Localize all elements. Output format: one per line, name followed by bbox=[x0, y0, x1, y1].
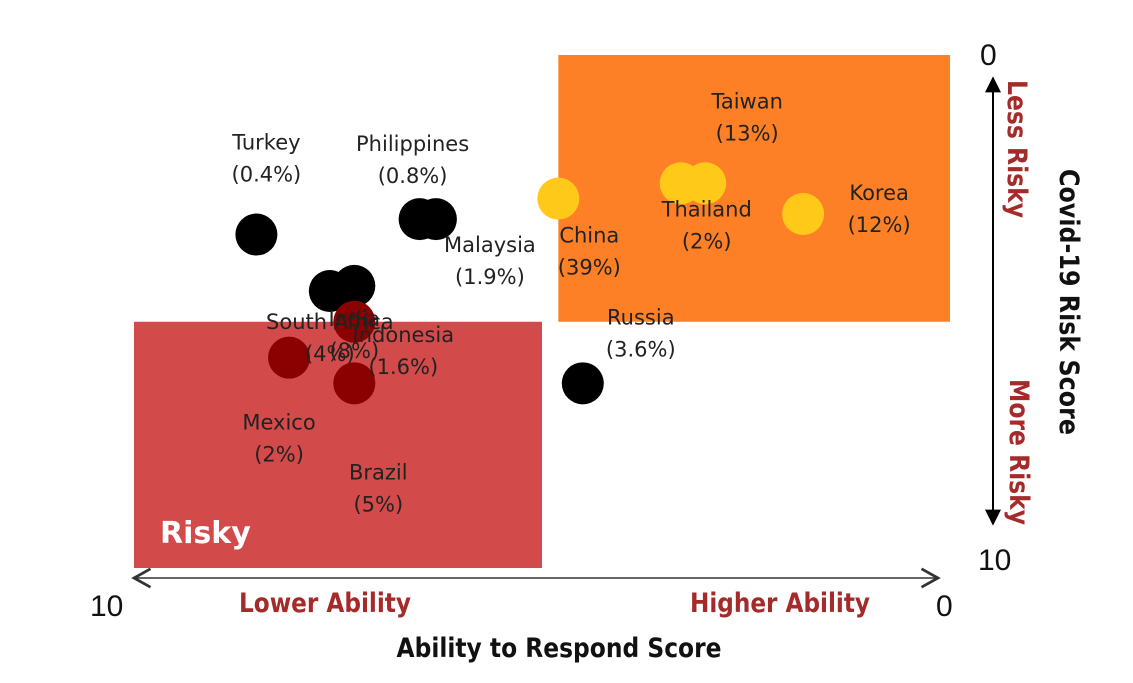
label-russia-name: Russia bbox=[607, 305, 675, 329]
label-mexico-share: (2%) bbox=[254, 443, 304, 467]
label-brazil-name: Brazil bbox=[349, 460, 408, 484]
label-taiwan-name: Taiwan bbox=[710, 89, 782, 113]
point-indonesia bbox=[333, 300, 376, 343]
x-tick-right: 0 bbox=[936, 590, 953, 623]
zones-layer: Risky bbox=[134, 55, 950, 568]
label-south-africa-share: (4%) bbox=[305, 342, 355, 366]
zone-0 bbox=[558, 55, 950, 322]
label-china-share: (39%) bbox=[558, 256, 621, 280]
y-tick-bottom: 10 bbox=[978, 544, 1011, 577]
label-mexico-name: Mexico bbox=[242, 411, 315, 435]
point-russia bbox=[561, 362, 604, 405]
point-brazil bbox=[333, 362, 376, 405]
x-high-label: Higher Ability bbox=[690, 588, 870, 619]
x-low-label: Lower Ability bbox=[239, 588, 411, 619]
zone-label-risky: Risky bbox=[160, 516, 251, 551]
point-china bbox=[537, 177, 580, 220]
point-india bbox=[333, 264, 376, 307]
y-low-label: Less Risky bbox=[1001, 80, 1032, 218]
point-taiwan bbox=[684, 162, 727, 205]
label-thailand-share: (2%) bbox=[682, 229, 732, 253]
label-turkey-name: Turkey bbox=[231, 131, 300, 155]
label-brazil-share: (5%) bbox=[353, 492, 403, 516]
label-russia-share: (3.6%) bbox=[606, 337, 676, 361]
label-philippines-share: (0.8%) bbox=[378, 164, 448, 188]
label-india-share: (8%) bbox=[329, 339, 379, 363]
label-indonesia-name: Indonesia bbox=[353, 323, 455, 347]
x-tick-left: 10 bbox=[90, 590, 123, 623]
label-malaysia-share: (1.9%) bbox=[455, 265, 525, 289]
labels-layer: Turkey (0.4%) Philippines (0.8%) South Afric… bbox=[231, 89, 910, 516]
points-layer bbox=[235, 162, 825, 405]
x-axis-title: Ability to Respond Score bbox=[397, 633, 722, 664]
y-tick-top: 0 bbox=[980, 39, 997, 72]
point-mexico bbox=[268, 336, 311, 379]
label-malaysia-name: Malaysia bbox=[444, 233, 536, 257]
label-taiwan-share: (13%) bbox=[716, 121, 779, 145]
label-korea-name: Korea bbox=[849, 181, 909, 205]
label-turkey-share: (0.4%) bbox=[232, 163, 302, 187]
label-philippines-name: Philippines bbox=[356, 132, 469, 156]
label-korea-share: (12%) bbox=[848, 213, 911, 237]
label-china-name: China bbox=[559, 224, 619, 248]
point-turkey bbox=[235, 213, 278, 256]
label-south-africa-name: South Africa bbox=[266, 310, 394, 334]
label-indonesia-share: (1.6%) bbox=[368, 355, 438, 379]
zone-1 bbox=[134, 321, 542, 568]
label-thailand-name: Thailand bbox=[661, 197, 752, 221]
point-korea bbox=[782, 193, 825, 236]
y-high-label: More Risky bbox=[1003, 379, 1034, 525]
label-india-name: India bbox=[329, 307, 381, 331]
point-malaysia bbox=[414, 198, 457, 241]
y-axis-title: Covid-19 Risk Score bbox=[1053, 169, 1084, 435]
